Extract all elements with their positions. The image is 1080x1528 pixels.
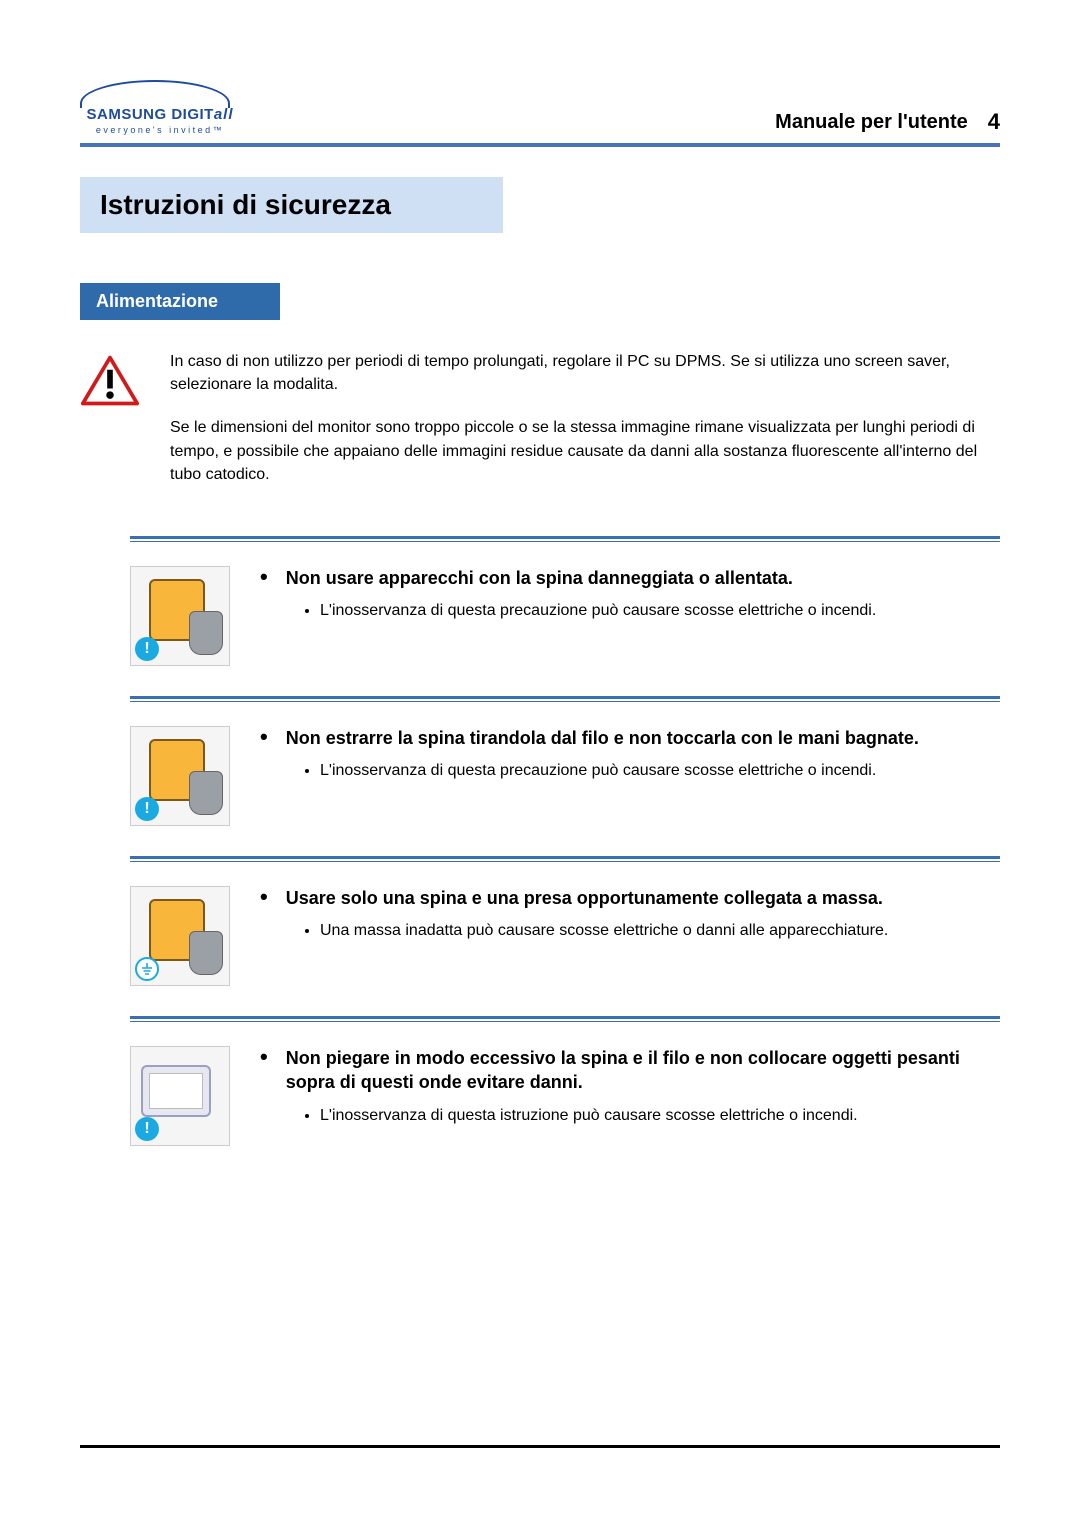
logo-suffix: all	[214, 106, 234, 123]
logo-text: SAMSUNG DIGITall	[80, 106, 240, 123]
double-rule	[130, 696, 1000, 702]
double-rule	[130, 1016, 1000, 1022]
safety-item-content: • Usare solo una spina e una presa oppor…	[260, 886, 1000, 986]
safety-item: • Usare solo una spina e una presa oppor…	[130, 886, 1000, 986]
intro-paragraph-1: In caso di non utilizzo per periodi di t…	[170, 350, 1000, 396]
double-rule	[130, 856, 1000, 862]
document-page: SAMSUNG DIGITall everyone's invited™ Man…	[0, 0, 1080, 1528]
safety-item-detail: L'inosservanza di questa precauzione può…	[320, 600, 1000, 622]
safety-item-detail: L'inosservanza di questa istruzione può …	[320, 1105, 1000, 1127]
safety-item-heading: Non piegare in modo eccessivo la spina e…	[286, 1046, 1000, 1095]
double-rule	[130, 536, 1000, 542]
manual-title: Manuale per l'utente	[775, 111, 968, 134]
safety-item: ! • Non piegare in modo eccessivo la spi…	[130, 1046, 1000, 1146]
safety-item-content: • Non estrarre la spina tirandola dal fi…	[260, 726, 1000, 826]
section-title-bar: Istruzioni di sicurezza	[80, 177, 1000, 233]
intro-block: In caso di non utilizzo per periodi di t…	[80, 350, 1000, 506]
bullet-icon: •	[260, 886, 268, 910]
page-header: SAMSUNG DIGITall everyone's invited™ Man…	[80, 80, 1000, 135]
page-number: 4	[988, 109, 1000, 135]
section-title: Istruzioni di sicurezza	[100, 189, 980, 221]
safety-item-content: • Non piegare in modo eccessivo la spina…	[260, 1046, 1000, 1146]
ground-badge-icon	[135, 957, 159, 981]
safety-item-heading: Non estrarre la spina tirandola dal filo…	[286, 726, 919, 750]
safety-item: ! • Non estrarre la spina tirandola dal …	[130, 726, 1000, 826]
logo-arc-icon	[80, 80, 230, 108]
brand-logo: SAMSUNG DIGITall everyone's invited™	[80, 80, 240, 135]
info-badge-icon: !	[135, 797, 159, 821]
intro-paragraph-2: Se le dimensioni del monitor sono troppo…	[170, 416, 1000, 486]
bullet-icon: •	[260, 1046, 268, 1095]
subsection-tab: Alimentazione	[80, 283, 280, 320]
header-rule	[80, 143, 1000, 147]
info-badge-icon: !	[135, 637, 159, 661]
safety-item-heading: Non usare apparecchi con la spina danneg…	[286, 566, 793, 590]
safety-item: ! • Non usare apparecchi con la spina da…	[130, 566, 1000, 666]
bullet-icon: •	[260, 726, 268, 750]
footer-rule	[80, 1445, 1000, 1448]
damaged-plug-icon: !	[130, 566, 230, 666]
header-right: Manuale per l'utente 4	[775, 109, 1000, 135]
wet-hands-plug-icon: !	[130, 726, 230, 826]
logo-main: SAMSUNG DIGIT	[86, 106, 213, 123]
safety-item-content: • Non usare apparecchi con la spina dann…	[260, 566, 1000, 666]
logo-tagline: everyone's invited™	[80, 125, 240, 135]
bullet-icon: •	[260, 566, 268, 590]
info-badge-icon: !	[135, 1117, 159, 1141]
safety-item-detail: Una massa inadatta può causare scosse el…	[320, 920, 1000, 942]
safety-item-heading: Usare solo una spina e una presa opportu…	[286, 886, 883, 910]
bent-cord-icon: !	[130, 1046, 230, 1146]
intro-text: In caso di non utilizzo per periodi di t…	[170, 350, 1000, 506]
grounded-plug-icon	[130, 886, 230, 986]
safety-item-detail: L'inosservanza di questa precauzione può…	[320, 760, 1000, 782]
warning-triangle-icon	[80, 354, 140, 408]
